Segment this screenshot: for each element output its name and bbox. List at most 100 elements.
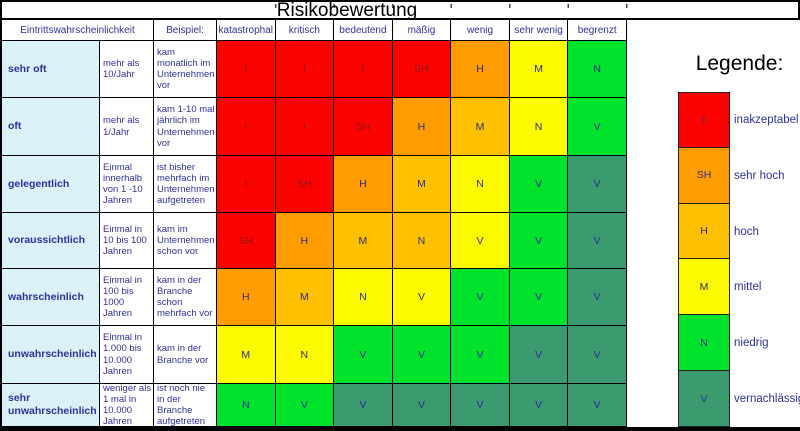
- header-severity-bedeutend: bedeutend: [334, 20, 393, 41]
- header-severity-maessig: mäßig: [392, 20, 452, 41]
- risk-cell: V: [392, 269, 452, 326]
- risk-cell: M: [451, 98, 510, 156]
- risk-cell: H: [392, 98, 452, 156]
- legend-swatch: V: [678, 370, 730, 427]
- risk-cell: M: [392, 156, 452, 213]
- risk-cell: V: [568, 384, 627, 427]
- header-severity-sehr-wenig: sehr wenig: [509, 20, 569, 41]
- bottom-border-bar: [0, 427, 800, 431]
- risk-cell: V: [451, 384, 510, 427]
- risk-cell: N: [217, 384, 276, 427]
- example-cell: ist noch nie in der Branche aufgetreten: [154, 384, 217, 427]
- example-cell: kam in der Branche vor: [154, 326, 217, 384]
- risk-cell: N: [275, 326, 335, 384]
- risk-cell: V: [568, 213, 627, 269]
- risk-cell: N: [509, 98, 569, 156]
- probability-label: wahrscheinlich: [2, 269, 100, 326]
- risk-cell: V: [568, 326, 627, 384]
- risk-cell: I: [217, 41, 276, 98]
- risk-cell: V: [392, 384, 452, 427]
- probability-label: unwahrscheinlich: [2, 326, 100, 384]
- risk-cell: I: [275, 98, 335, 156]
- risk-cell: V: [275, 384, 335, 427]
- example-cell: kam monatlich im Unternehmen vor: [154, 41, 217, 98]
- example-cell: kam in der Branche schon mehrfach vor: [154, 269, 217, 326]
- header-probability: Eintrittswahrscheinlichkeit: [2, 20, 154, 41]
- frequency-cell: Einmal in 10 bis 100 Jahren: [100, 213, 154, 269]
- risk-cell: V: [509, 326, 569, 384]
- probability-label: sehr oft: [2, 41, 100, 98]
- risk-matrix-table: Eintrittswahrscheinlichkeit Beispiel: ka…: [0, 20, 627, 427]
- legend-item: V vernachlässigbar: [678, 370, 800, 427]
- legend-item: M mittel: [678, 258, 800, 316]
- risk-cell: I: [217, 98, 276, 156]
- legend-swatch: I: [678, 92, 730, 148]
- risk-cell: N: [334, 269, 393, 326]
- risk-cell: M: [217, 326, 276, 384]
- header-severity-kritisch: kritisch: [275, 20, 335, 41]
- risk-cell: V: [451, 269, 510, 326]
- risk-cell: V: [392, 326, 452, 384]
- risk-cell: V: [568, 156, 627, 213]
- legend-title: Legende:: [695, 52, 784, 75]
- risk-cell: SH: [334, 98, 393, 156]
- legend-item: I inakzeptabel: [678, 92, 800, 148]
- risk-cell: SH: [217, 213, 276, 269]
- risk-cell: I: [275, 41, 335, 98]
- risk-cell: SH: [392, 41, 452, 98]
- risk-cell: V: [334, 326, 393, 384]
- header-severity-wenig: wenig: [451, 20, 510, 41]
- legend-item: N niedrig: [678, 314, 800, 372]
- risk-cell: V: [509, 156, 569, 213]
- legend-label: inakzeptabel: [734, 113, 799, 126]
- legend-swatch: N: [678, 314, 730, 372]
- legend-label: niedrig: [734, 337, 769, 350]
- legend-label: vernachlässigbar: [734, 393, 800, 406]
- risk-cell: M: [334, 213, 393, 269]
- header-example: Beispiel:: [154, 20, 217, 41]
- header-severity-begrenzt: begrenzt: [568, 20, 627, 41]
- legend: I inakzeptabel SH sehr hoch H hoch M mit…: [678, 92, 800, 427]
- legend-label: mittel: [734, 281, 762, 294]
- column-ticks: [218, 4, 628, 8]
- page-title: Risikobewertung: [276, 0, 418, 21]
- legend-swatch: SH: [678, 146, 730, 204]
- risk-cell: V: [568, 269, 627, 326]
- risk-cell: H: [334, 156, 393, 213]
- legend-label: sehr hoch: [734, 169, 785, 182]
- title-band: Risikobewertung: [0, 0, 800, 20]
- probability-label: sehr unwahrscheinlich: [2, 384, 100, 427]
- risk-cell: N: [568, 41, 627, 98]
- risk-cell: V: [334, 384, 393, 427]
- legend-swatch: H: [678, 202, 730, 260]
- frequency-cell: weniger als 1 mal in 10.000 Jahren: [100, 384, 154, 427]
- legend-item: H hoch: [678, 202, 800, 260]
- risk-cell: H: [451, 41, 510, 98]
- frequency-cell: Einmal innerhalb von 1 -10 Jahren: [100, 156, 154, 213]
- example-cell: kam 1-10 mal jährlich im Unternehmen vor: [154, 98, 217, 156]
- risk-cell: I: [217, 156, 276, 213]
- risk-cell: N: [392, 213, 452, 269]
- example-cell: kam im Unternehmen schon vor: [154, 213, 217, 269]
- probability-label: oft: [2, 98, 100, 156]
- risk-cell: V: [509, 213, 569, 269]
- header-severity-katastrophal: katastrophal: [217, 20, 276, 41]
- frequency-cell: Einmal in 100 bis 1000 Jahren: [100, 269, 154, 326]
- risk-cell: V: [451, 213, 510, 269]
- frequency-cell: mehr als 10/Jahr: [100, 41, 154, 98]
- risk-cell: H: [275, 213, 335, 269]
- probability-label: gelegentlich: [2, 156, 100, 213]
- risk-cell: V: [568, 98, 627, 156]
- example-cell: ist bisher mehrfach im Unternehmen aufge…: [154, 156, 217, 213]
- legend-item: SH sehr hoch: [678, 146, 800, 204]
- risk-cell: M: [275, 269, 335, 326]
- risk-cell: V: [509, 269, 569, 326]
- risk-cell: N: [451, 156, 510, 213]
- risk-cell: M: [509, 41, 569, 98]
- probability-label: voraussichtlich: [2, 213, 100, 269]
- risk-cell: H: [217, 269, 276, 326]
- risk-cell: V: [451, 326, 510, 384]
- frequency-cell: mehr als 1/Jahr: [100, 98, 154, 156]
- frequency-cell: Einmal in 1.000 bis 10.000 Jahren: [100, 326, 154, 384]
